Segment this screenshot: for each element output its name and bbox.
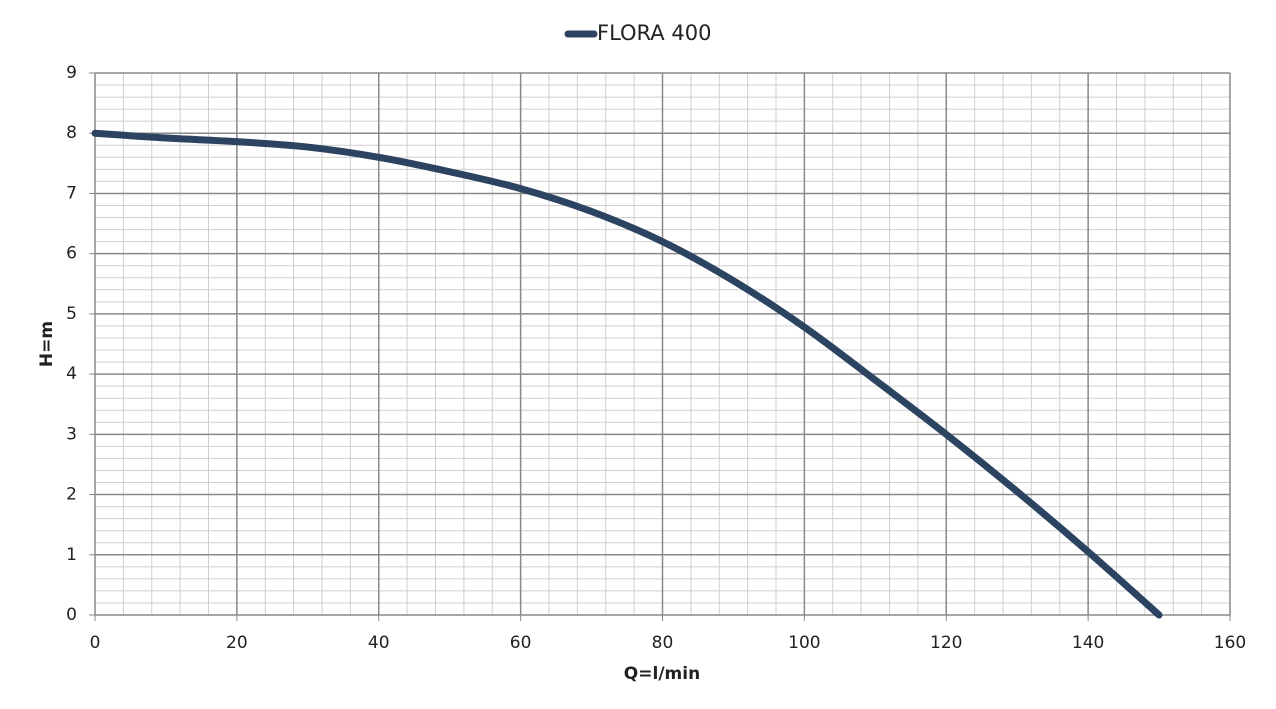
y-tick-label: 8 [66,123,77,143]
series-line [91,129,1163,619]
x-tick-label: 20 [226,633,248,653]
x-axis-title: Q=l/min [624,664,700,684]
y-tick-label: 7 [66,183,77,203]
y-tick-label: 6 [66,244,77,264]
x-tick-label: 80 [652,633,674,653]
y-tick-label: 3 [66,424,77,444]
y-axis-title: H=m [37,321,57,367]
y-tick-label: 5 [66,304,77,324]
x-tick-label: 140 [1072,633,1104,653]
x-tick-label: 0 [90,633,101,653]
x-tick-label: 120 [930,633,962,653]
y-tick-label: 4 [66,364,77,384]
x-tick-label: 60 [510,633,532,653]
x-tick-label: 100 [788,633,820,653]
x-tick-label: 160 [1214,633,1246,653]
y-tick-label: 2 [66,485,77,505]
legend-label: FLORA 400 [597,21,711,45]
y-tick-label: 9 [66,63,77,83]
y-tick-label: 0 [66,605,77,625]
x-tick-label: 40 [368,633,390,653]
y-tick-label: 1 [66,545,77,565]
